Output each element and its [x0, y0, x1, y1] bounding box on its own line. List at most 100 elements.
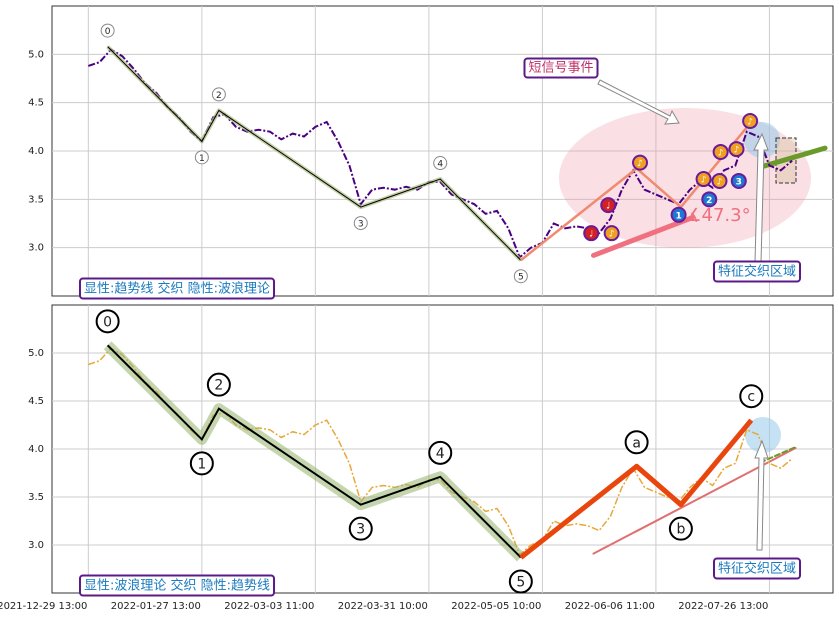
wave-label: 0: [105, 27, 111, 37]
marker-label: ♪: [637, 159, 643, 169]
wave-label-ring: [513, 269, 528, 284]
wave-label: 3: [358, 220, 364, 230]
wave-label: a: [632, 435, 641, 451]
y-tick-label: 4.0: [28, 444, 44, 455]
marker-label: ♪: [609, 230, 615, 240]
wave-label-ring: [206, 372, 231, 397]
x-tick-label: 2022-01-27 13:00: [111, 601, 201, 612]
annotation-box: [712, 260, 802, 283]
signal-marker: [730, 172, 747, 189]
wave-label: c: [747, 389, 755, 405]
wave-label-ring: [624, 430, 649, 455]
marker-label: ♪: [747, 118, 753, 128]
marker-label: ♪: [734, 146, 740, 156]
wave-label: 2: [216, 91, 222, 101]
annotation: 特征交织区域: [718, 561, 796, 577]
wave-label-ring: [189, 451, 214, 476]
decor: [559, 108, 811, 453]
wave-label-ring: [428, 440, 453, 465]
wave-label-ring: [194, 150, 209, 165]
wave-label-ring: [508, 569, 533, 594]
wave-label-ring: [668, 516, 693, 541]
signal-marker: [600, 197, 617, 214]
signal-marker: [632, 154, 649, 171]
y-tick-label: 3.0: [28, 243, 44, 254]
x-tick-label: 2022-06-06 11:00: [565, 601, 655, 612]
signal-marker: [742, 113, 759, 130]
marker-label: ♪: [701, 176, 707, 186]
wave-label: 4: [436, 446, 445, 462]
signal-marker: [701, 191, 718, 208]
wave-label-ring: [433, 156, 448, 171]
annotation: 显性:波浪理论 交织 隐性:趋势线: [84, 578, 270, 594]
wave-line: [107, 46, 522, 261]
y-tick-label: 5.0: [28, 49, 44, 60]
annotation: 显性:趋势线 交织 隐性:波浪理论: [84, 281, 270, 297]
annotation-box: [523, 57, 599, 79]
y-tick-label: 3.0: [28, 540, 44, 551]
price-line: [88, 48, 793, 260]
wave-line: [106, 344, 522, 559]
signal-marker: [711, 172, 728, 189]
y-tick-label: 4.5: [28, 396, 44, 407]
signal-marker: [712, 143, 729, 160]
arrow: [754, 439, 769, 551]
marker-label: 2: [706, 196, 712, 206]
marker-label: ♪: [717, 177, 723, 187]
y-tick-label: 4.0: [28, 146, 44, 157]
x-tick-label: 2022-03-31 10:00: [338, 601, 428, 612]
x-tick-label: 2021-12-29 13:00: [0, 601, 87, 612]
wave-label-ring: [348, 516, 373, 541]
signal-marker: [695, 171, 712, 188]
arrow: [753, 132, 769, 263]
annotation: 特征交织区域: [718, 264, 796, 280]
x-tick-label: 2022-05-05 10:00: [451, 601, 541, 612]
signal-marker: [603, 225, 620, 242]
marker-label: 3: [736, 177, 742, 187]
marker-label: 1: [675, 211, 681, 221]
wave-label: 1: [199, 154, 205, 164]
wave-label-ring: [100, 23, 115, 38]
wave-label: 0: [103, 314, 112, 330]
trend-line: [760, 145, 828, 169]
data: [88, 45, 828, 562]
y-tick-label: 3.5: [28, 194, 44, 205]
trend-line: [590, 215, 695, 258]
marker-label: ♪: [718, 148, 724, 158]
wave-label-ring: [353, 216, 368, 231]
wave-label-ring: [211, 87, 226, 102]
arrow: [597, 79, 680, 125]
annotation-box: [78, 574, 276, 597]
wave-label: 5: [518, 273, 524, 283]
marker-label: ♩: [606, 202, 610, 212]
marker-label: ♩: [589, 230, 593, 240]
x-tick-label: 2022-07-26 13:00: [678, 601, 768, 612]
wave-label: 3: [356, 522, 365, 538]
annotation-box: [712, 557, 802, 580]
wave-label: 4: [437, 160, 443, 170]
wave-label: 2: [214, 378, 223, 394]
overlay: [597, 79, 769, 551]
grid: [52, 6, 833, 593]
signal-marker: [670, 206, 687, 223]
y-tick-label: 5.0: [28, 348, 44, 359]
x-tick-label: 2022-03-03 11:00: [224, 601, 314, 612]
labels: 3.0 3.5 4.0 4.5 5.0 ∡47.3° ♩ ♩ ♪ ♪ ♪ ♪ ♪ ♪ ♪ 1 2 3 0 1 2 3 4 5 短…: [0, 23, 802, 612]
abc-line: [520, 121, 753, 262]
abc-line: [519, 418, 754, 560]
y-tick-label: 4.5: [28, 98, 44, 109]
wave-label-ring: [95, 309, 120, 334]
annotation: 短信号事件: [528, 61, 593, 76]
y-tick-label: 3.5: [28, 492, 44, 503]
annotation-box: [78, 277, 276, 300]
wave-label: b: [676, 522, 685, 538]
angle-label: ∡47.3°: [685, 205, 750, 226]
trend-line: [759, 446, 797, 464]
wave-label: 5: [516, 574, 525, 590]
glow: [745, 417, 781, 453]
wave-label: 1: [197, 456, 206, 472]
signal-marker: [728, 141, 745, 158]
wave-label-ring: [739, 384, 764, 409]
signal-marker: [583, 225, 600, 242]
